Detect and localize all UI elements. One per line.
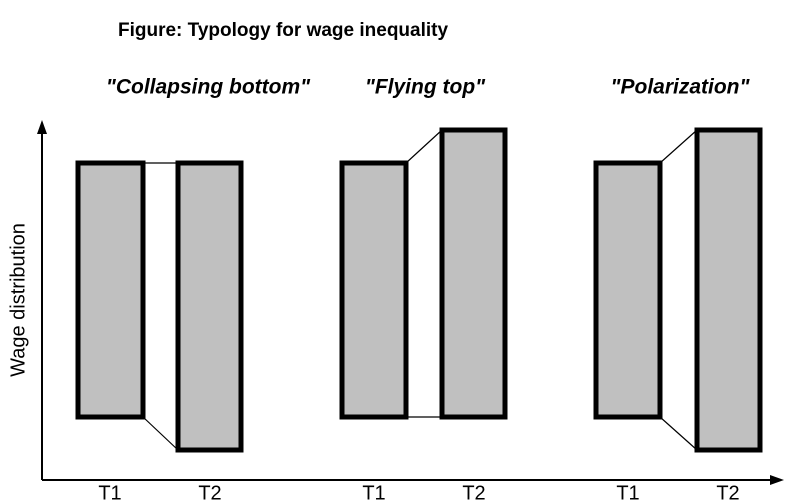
box xyxy=(439,127,508,420)
box xyxy=(175,160,244,453)
connector xyxy=(659,129,698,164)
connector xyxy=(659,416,698,451)
connector xyxy=(142,416,179,451)
period-label: T2 xyxy=(198,482,221,503)
group-title: "Polarization" xyxy=(611,76,751,99)
box xyxy=(593,160,663,420)
period-label: T1 xyxy=(98,482,121,503)
box xyxy=(339,160,409,420)
period-label: T1 xyxy=(616,482,639,503)
title: Figure: Typology for wage inequality xyxy=(118,20,448,41)
group-title: "Collapsing bottom" xyxy=(106,76,311,99)
x-arrow xyxy=(770,475,784,485)
y-label: Wage distribution xyxy=(7,223,29,377)
y-arrow xyxy=(37,120,47,134)
period-label: T2 xyxy=(716,482,739,503)
box xyxy=(75,160,146,420)
period-label: T1 xyxy=(362,482,385,503)
period-label: T2 xyxy=(462,482,485,503)
group-title: "Flying top" xyxy=(365,76,486,99)
box xyxy=(694,127,763,453)
connector xyxy=(405,129,443,164)
